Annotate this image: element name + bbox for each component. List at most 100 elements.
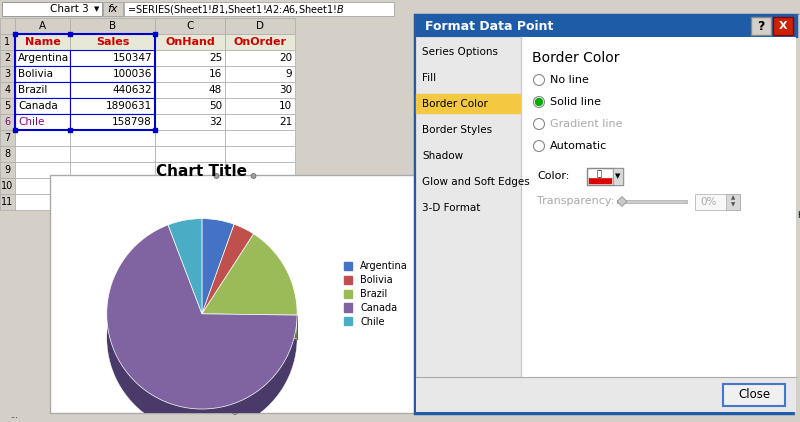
Text: 8: 8 — [5, 149, 10, 159]
Text: Transparency:: Transparency: — [537, 196, 614, 206]
Bar — [15, 50, 70, 66]
Text: Bolivia: Bolivia — [18, 69, 53, 79]
Text: ▼: ▼ — [94, 6, 100, 12]
Bar — [416, 37, 521, 377]
Text: A: A — [39, 21, 46, 31]
Text: X: X — [778, 21, 787, 31]
Bar — [70, 194, 155, 210]
Text: 50: 50 — [209, 101, 222, 111]
Bar — [225, 18, 295, 34]
Text: 10: 10 — [279, 101, 292, 111]
Bar — [155, 82, 225, 98]
Bar — [68, 128, 72, 132]
Text: 4: 4 — [5, 85, 10, 95]
Bar — [415, 15, 797, 37]
Bar — [155, 18, 225, 34]
Wedge shape — [106, 249, 297, 422]
Bar — [15, 178, 70, 194]
Bar — [0, 410, 420, 422]
Text: Automatic: Automatic — [550, 141, 607, 151]
Bar — [415, 15, 797, 413]
Bar — [0, 66, 15, 82]
Legend: Argentina, Bolivia, Brazil, Canada, Chile: Argentina, Bolivia, Brazil, Canada, Chil… — [340, 257, 412, 331]
Bar — [0, 146, 15, 162]
Text: 48: 48 — [209, 85, 222, 95]
Wedge shape — [106, 225, 297, 409]
Bar — [155, 98, 225, 114]
Text: 20: 20 — [279, 53, 292, 63]
Bar — [155, 66, 225, 82]
Text: 10: 10 — [2, 181, 14, 191]
Bar — [225, 162, 295, 178]
Bar — [124, 2, 394, 16]
Text: C: C — [186, 21, 194, 31]
Text: Border Styles: Border Styles — [422, 125, 492, 135]
Bar — [15, 98, 70, 114]
Text: Name: Name — [25, 37, 60, 47]
Text: Border Color: Border Color — [422, 99, 488, 109]
Text: Fill: Fill — [422, 73, 436, 83]
Text: ...: ... — [10, 411, 18, 420]
Bar — [0, 194, 15, 210]
Wedge shape — [202, 219, 234, 314]
Bar — [225, 130, 295, 146]
Bar — [225, 82, 295, 98]
Text: fx: fx — [108, 4, 118, 14]
Bar — [153, 32, 157, 36]
Wedge shape — [202, 234, 297, 315]
Bar — [225, 146, 295, 162]
Bar — [0, 82, 15, 98]
Bar — [225, 114, 295, 130]
Bar — [0, 178, 15, 194]
Bar — [225, 98, 295, 114]
Bar — [589, 177, 611, 183]
Text: 9: 9 — [286, 69, 292, 79]
Bar — [225, 34, 295, 50]
Bar — [225, 194, 295, 210]
Text: No line: No line — [550, 75, 589, 85]
Bar — [13, 32, 17, 36]
Bar — [70, 34, 155, 50]
Bar — [15, 82, 70, 98]
Bar — [15, 130, 70, 146]
Bar — [15, 18, 70, 34]
Bar — [0, 98, 15, 114]
Wedge shape — [202, 242, 234, 338]
Bar — [416, 377, 796, 412]
Bar — [613, 168, 623, 185]
Bar — [0, 130, 15, 146]
Bar — [155, 162, 225, 178]
Circle shape — [534, 97, 545, 108]
Bar — [15, 34, 155, 130]
Bar — [155, 178, 225, 194]
Polygon shape — [617, 197, 627, 206]
Bar — [0, 34, 15, 50]
Text: 3-D Format: 3-D Format — [422, 203, 480, 213]
Text: Chart 3: Chart 3 — [50, 4, 89, 14]
Bar — [225, 66, 295, 82]
Circle shape — [534, 75, 545, 86]
Text: 2: 2 — [4, 53, 10, 63]
Bar — [103, 2, 123, 16]
Text: Chile: Chile — [18, 117, 44, 127]
Text: ?: ? — [758, 19, 765, 32]
Bar — [0, 0, 800, 18]
Wedge shape — [202, 224, 254, 314]
Text: 25: 25 — [209, 53, 222, 63]
Text: 1: 1 — [5, 37, 10, 47]
Text: 1890631: 1890631 — [106, 101, 152, 111]
Circle shape — [534, 119, 545, 130]
Bar — [0, 18, 15, 34]
Bar — [70, 18, 155, 34]
Text: Color:: Color: — [537, 171, 570, 181]
Wedge shape — [168, 242, 202, 338]
Text: =SERIES(Sheet1!$B$1,Sheet1!$A$2:$A$6,Sheet1!$B$: =SERIES(Sheet1!$B$1,Sheet1!$A$2:$A$6,She… — [127, 3, 345, 16]
Bar — [70, 146, 155, 162]
Bar — [617, 200, 687, 203]
Text: 0%: 0% — [700, 197, 716, 207]
Text: Series Options: Series Options — [422, 47, 498, 57]
Bar — [416, 37, 796, 377]
Text: 11: 11 — [2, 197, 14, 207]
Text: 5: 5 — [4, 101, 10, 111]
Circle shape — [534, 141, 545, 151]
